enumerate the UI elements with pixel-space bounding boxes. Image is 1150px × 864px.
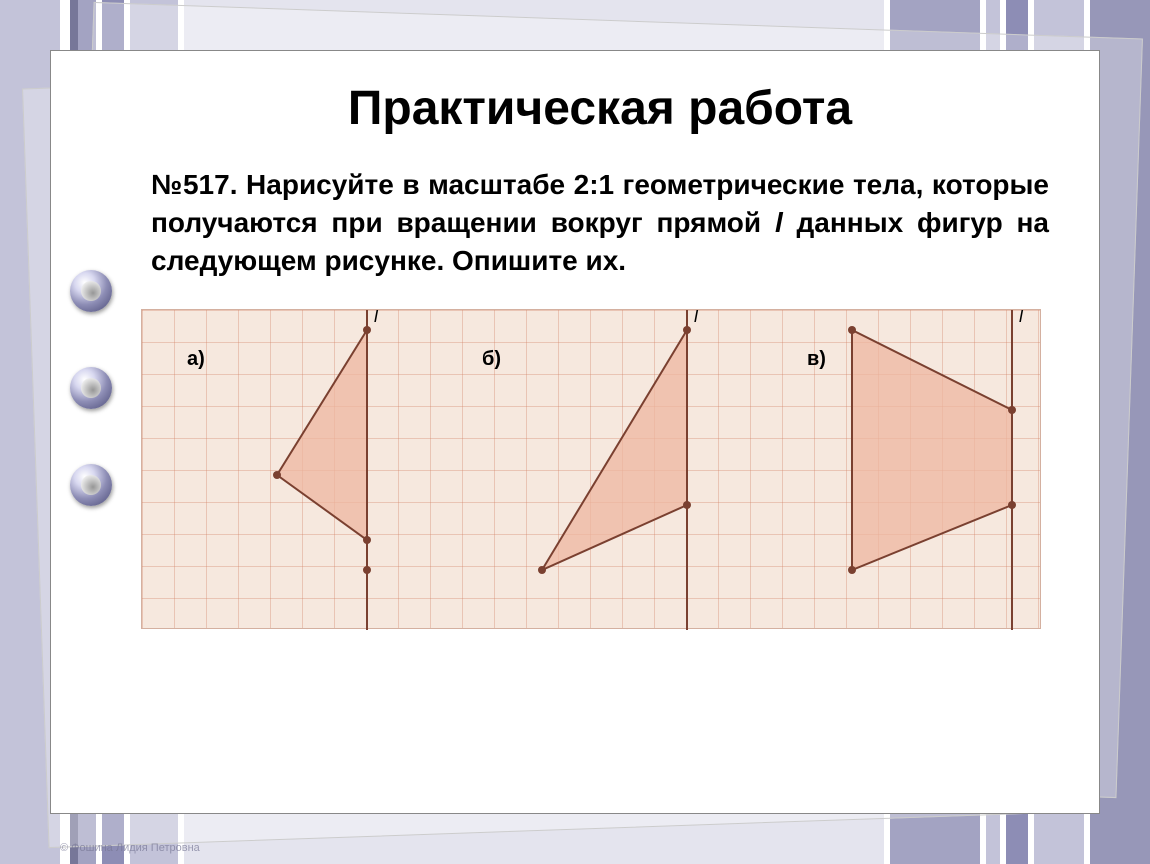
- figure-container: а) l б) l в) l: [141, 309, 1041, 629]
- slide-card: Практическая работа №517. Нарисуйте в ма…: [50, 50, 1100, 814]
- task-number: №517.: [151, 169, 237, 200]
- bullet-icon: [70, 270, 112, 312]
- bullet-icon: [70, 464, 112, 506]
- credit-text: © Фошина Лидия Петровна: [60, 842, 200, 854]
- task-paragraph: №517. Нарисуйте в масштабе 2:1 геометрич…: [151, 166, 1049, 279]
- svg-text:l: l: [374, 310, 379, 326]
- axis-variable: l: [775, 207, 783, 238]
- svg-text:б): б): [482, 348, 501, 370]
- slide-title: Практическая работа: [151, 81, 1049, 136]
- figure-svg: а) l б) l в) l: [142, 310, 1042, 630]
- svg-text:l: l: [694, 310, 699, 326]
- bullet-list: [70, 270, 112, 506]
- svg-text:l: l: [1019, 310, 1024, 326]
- svg-text:в): в): [807, 348, 826, 370]
- svg-text:а): а): [187, 348, 205, 370]
- bullet-icon: [70, 367, 112, 409]
